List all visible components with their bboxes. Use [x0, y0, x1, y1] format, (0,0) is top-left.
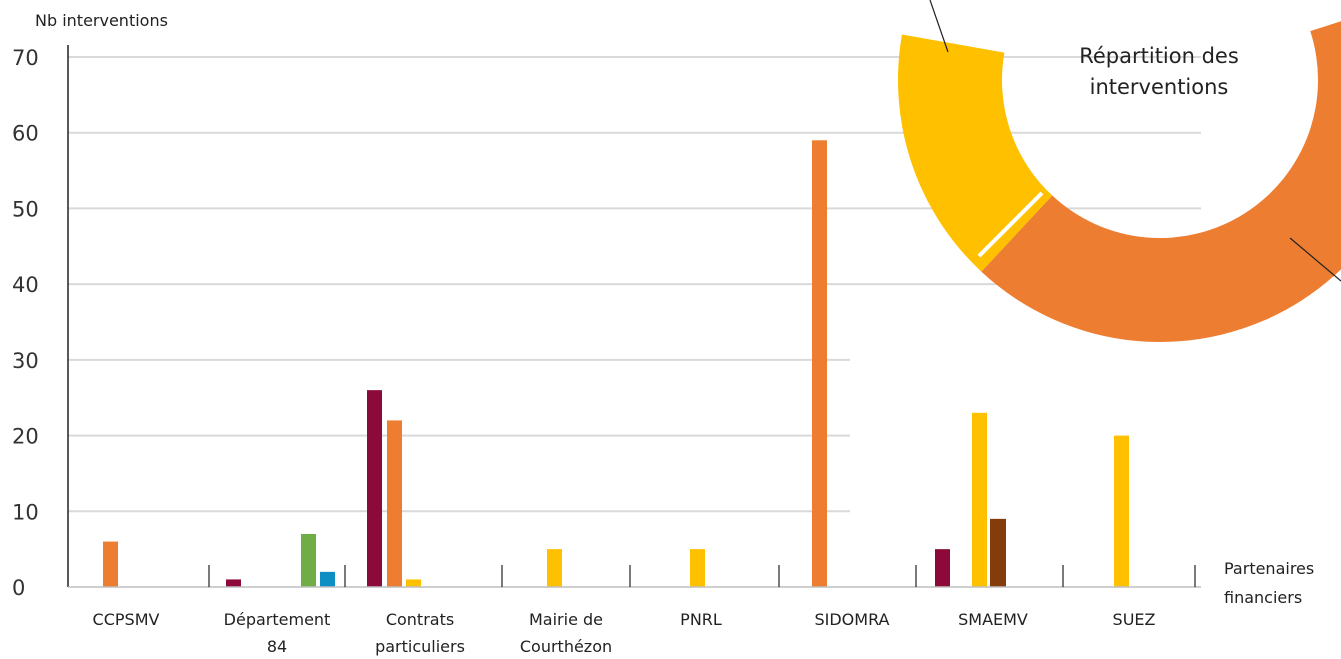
x-tick-label: Courthézon: [520, 637, 612, 656]
bar: [301, 534, 316, 587]
y-tick-label: 0: [12, 576, 25, 600]
bar: [812, 140, 827, 588]
bar: [387, 420, 402, 587]
y-tick-label: 60: [12, 122, 39, 146]
x-tick-label: Mairie de: [529, 610, 603, 629]
x-tick-label: Département: [224, 610, 331, 629]
bar: [547, 549, 562, 587]
x-axis: CCPSMV Département 84 Contrats particuliers M…: [68, 565, 1201, 656]
x-axis-label-line-2: financiers: [1224, 588, 1302, 607]
donut-leader-line: [1289, 237, 1341, 282]
donut-slice-separator: [977, 191, 1044, 258]
bar: [990, 518, 1006, 587]
bar: [406, 579, 421, 587]
bar: [226, 579, 241, 587]
y-tick-label: 30: [12, 349, 39, 373]
bar: [103, 541, 118, 587]
x-tick-label: 84: [267, 637, 287, 656]
donut-slice: [898, 34, 1053, 272]
distribution-donut-chart: [898, 0, 1341, 342]
y-axis: 0 10 20 30 40 50 60 70: [12, 45, 69, 600]
bar: [690, 549, 705, 587]
donut-slice: [981, 21, 1341, 342]
bar: [1114, 435, 1129, 587]
x-axis-label-line-1: Partenaires: [1224, 559, 1314, 578]
bar: [972, 412, 987, 587]
x-tick-label: CCPSMV: [93, 610, 160, 629]
y-tick-label: 10: [12, 500, 39, 524]
y-axis-label: Nb interventions: [35, 11, 168, 30]
x-tick-label: SUEZ: [1113, 610, 1156, 629]
gridlines: [68, 56, 1201, 513]
bar: [935, 549, 950, 587]
donut-leader-line: [929, 0, 949, 53]
y-tick-label: 20: [12, 425, 39, 449]
bars: [103, 140, 1129, 588]
y-tick-label: 70: [12, 46, 39, 70]
donut-title-line-1: Répartition des: [1079, 44, 1239, 68]
x-tick-label: PNRL: [680, 610, 722, 629]
donut-title-line-2: interventions: [1090, 75, 1229, 99]
bar: [367, 390, 382, 587]
x-tick-label: Contrats: [386, 610, 454, 629]
x-tick-label: SIDOMRA: [814, 610, 889, 629]
y-tick-label: 40: [12, 273, 39, 297]
y-tick-label: 50: [12, 197, 39, 221]
bar: [320, 571, 335, 587]
x-tick-label: particuliers: [375, 637, 465, 656]
x-tick-label: SMAEMV: [958, 610, 1028, 629]
